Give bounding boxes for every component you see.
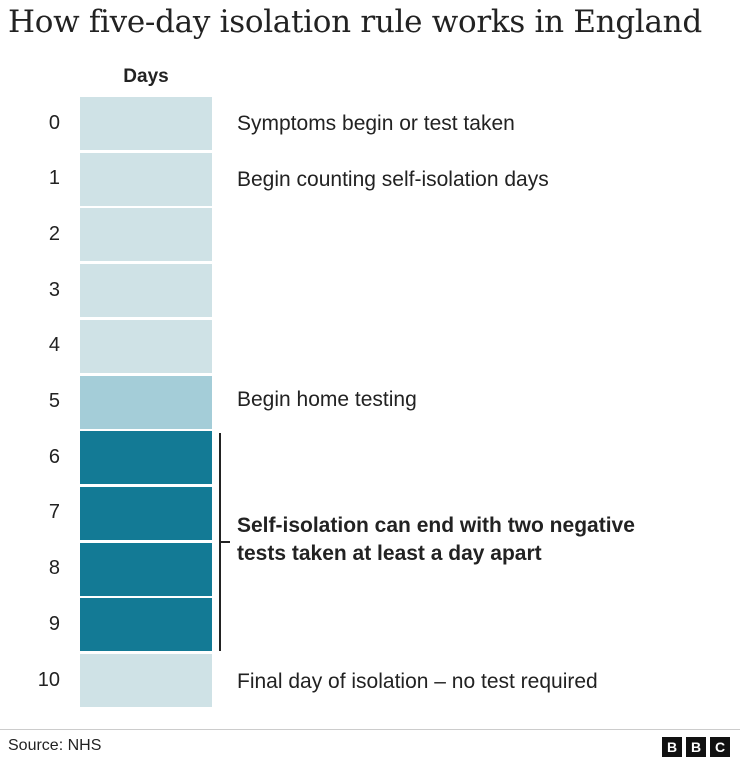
bbc-logo-block: C xyxy=(710,737,730,757)
day-number: 8 xyxy=(48,557,60,580)
note-day-1: Begin counting self-isolation days xyxy=(237,168,549,191)
day-number: 1 xyxy=(48,167,60,190)
test-window-bracket-tick xyxy=(221,541,230,543)
day-number: 6 xyxy=(48,445,60,468)
day-box xyxy=(80,486,212,540)
day-number: 5 xyxy=(48,390,60,412)
bbc-logo-block: B xyxy=(686,737,706,757)
bbc-logo-block: B xyxy=(662,737,682,757)
day-box xyxy=(80,208,212,262)
note-day-0: Symptoms begin or test taken xyxy=(237,112,515,135)
day-box xyxy=(80,431,212,485)
day-box xyxy=(80,152,212,206)
day-box xyxy=(80,598,212,652)
day-box xyxy=(80,97,212,150)
day-box xyxy=(80,375,212,429)
day-box xyxy=(80,654,212,707)
bbc-logo: B B C xyxy=(662,737,730,757)
day-number: 3 xyxy=(48,278,60,301)
source-credit: Source: NHS xyxy=(8,737,102,754)
day-box xyxy=(80,542,212,596)
test-window-bracket xyxy=(219,433,221,651)
day-number: 10 xyxy=(37,668,60,691)
day-number: 2 xyxy=(48,222,60,245)
day-number: 9 xyxy=(48,612,60,635)
day-number: 0 xyxy=(48,111,60,134)
chart-title: How five-day isolation rule works in Eng… xyxy=(8,4,702,40)
day-number: 4 xyxy=(48,334,60,357)
day-box xyxy=(80,264,212,318)
day-box xyxy=(80,319,212,373)
note-test-window-line-1: Self-isolation can end with two negative xyxy=(237,514,635,537)
note-day-5: Begin home testing xyxy=(237,388,417,411)
note-test-window-line-2: tests taken at least a day apart xyxy=(237,542,542,565)
days-column-header: Days xyxy=(123,66,169,87)
footer-divider xyxy=(0,729,740,730)
day-number: 7 xyxy=(48,501,60,524)
note-day-10: Final day of isolation – no test require… xyxy=(237,670,598,693)
